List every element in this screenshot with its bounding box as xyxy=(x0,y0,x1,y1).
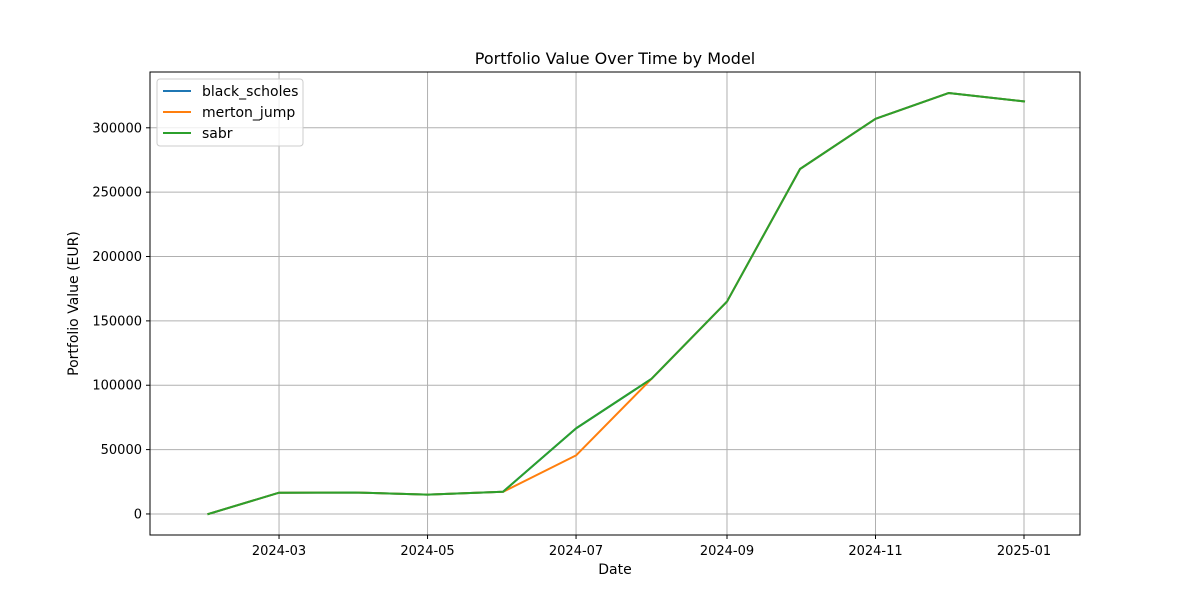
x-tick-label: 2024-07 xyxy=(549,544,603,559)
plot-frame xyxy=(149,71,1081,536)
legend-label-sabr: sabr xyxy=(202,126,233,142)
plot-area xyxy=(150,72,1080,535)
x-axis-label: Date xyxy=(598,562,631,578)
x-tick-label: 2024-11 xyxy=(848,544,902,559)
y-tick-label: 0 xyxy=(134,507,142,522)
x-tick-label: 2024-03 xyxy=(252,544,306,559)
y-tick-label: 300000 xyxy=(92,121,142,136)
y-tick-label: 50000 xyxy=(101,443,142,458)
x-tick-label: 2025-01 xyxy=(997,544,1051,559)
y-tick-label: 200000 xyxy=(92,250,142,265)
series-lines xyxy=(207,92,1026,516)
y-tick-label: 100000 xyxy=(92,379,142,394)
legend-box xyxy=(156,78,304,147)
y-axis-label: Portfolio Value (EUR) xyxy=(66,231,82,376)
chart-title: Portfolio Value Over Time by Model xyxy=(475,49,756,68)
x-tick-label: 2024-09 xyxy=(700,544,754,559)
y-tick-label: 250000 xyxy=(92,186,142,201)
grid-lines xyxy=(150,72,1080,535)
y-tick-label: 150000 xyxy=(92,314,142,329)
x-axis-ticks: 2024-03 2024-05 2024-07 2024-09 2024-11 2025-… xyxy=(252,535,1051,559)
series-line-sabr xyxy=(207,92,1026,516)
legend-label-merton-jump: merton_jump xyxy=(202,105,295,121)
legend-label-black-scholes: black_scholes xyxy=(202,84,298,100)
x-tick-label: 2024-05 xyxy=(400,544,454,559)
y-axis-ticks: 0 50000 100000 150000 200000 250000 300000 xyxy=(92,121,150,522)
